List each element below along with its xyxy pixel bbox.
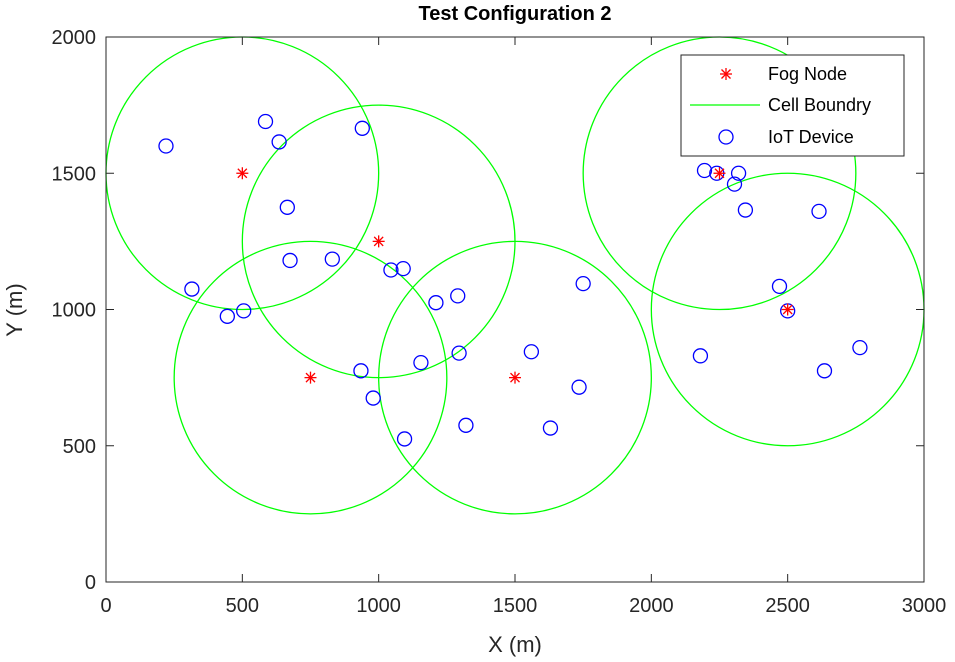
fog-node-point-2 xyxy=(372,235,385,248)
iot-devices xyxy=(158,113,868,447)
y-tick-label: 0 xyxy=(85,572,96,594)
y-tick-label: 1500 xyxy=(52,163,97,185)
iot-device-point-12 xyxy=(395,260,411,277)
y-axis-label: Y (m) xyxy=(2,283,27,336)
fog-node-point-3 xyxy=(304,371,317,384)
iot-device-point-10 xyxy=(236,303,252,319)
iot-device-point-11 xyxy=(383,262,399,278)
x-tick-label: 1000 xyxy=(356,595,401,617)
x-axis-ticks: 0 500 1000 1500 2000 2500 3000 xyxy=(100,37,946,617)
legend: Fog Node Cell Boundry IoT Device xyxy=(680,54,905,157)
iot-device-point-31 xyxy=(771,278,788,294)
iot-device-point-16 xyxy=(413,354,429,371)
y-tick-label: 1000 xyxy=(52,300,97,322)
iot-device-point-29 xyxy=(737,202,754,218)
iot-device-point-15 xyxy=(451,345,467,361)
x-tick-label: 1500 xyxy=(493,595,538,617)
iot-device-point-14 xyxy=(450,288,466,304)
iot-device-point-30 xyxy=(811,203,827,220)
iot-device-point-3 xyxy=(271,134,287,150)
legend-label-iot-device: IoT Device xyxy=(768,127,854,147)
iot-device-point-34 xyxy=(816,363,833,379)
chart-title: Test Configuration 2 xyxy=(419,3,612,25)
fog-node-point-5 xyxy=(713,167,726,180)
x-tick-label: 0 xyxy=(100,595,111,617)
iot-device-point-4 xyxy=(354,120,370,136)
x-tick-label: 3000 xyxy=(902,595,947,617)
x-tick-label: 2500 xyxy=(765,595,810,617)
fog-node-point-4 xyxy=(509,371,521,384)
y-tick-label: 2000 xyxy=(52,27,97,49)
iot-device-point-5 xyxy=(279,199,295,215)
legend-label-fog-node: Fog Node xyxy=(768,64,847,84)
iot-device-point-1 xyxy=(158,138,174,154)
iot-device-point-33 xyxy=(692,348,709,364)
fog-node-point-6 xyxy=(781,303,794,316)
legend-iot-device-marker xyxy=(718,129,734,145)
iot-device-point-23 xyxy=(571,379,587,395)
x-axis-label: X (m) xyxy=(488,632,542,657)
iot-device-point-2 xyxy=(257,113,274,130)
iot-device-point-24 xyxy=(542,420,559,436)
iot-device-point-20 xyxy=(458,417,474,433)
iot-device-point-9 xyxy=(219,308,235,324)
iot-device-point-22 xyxy=(575,275,591,292)
iot-device-point-28 xyxy=(726,176,743,192)
x-tick-label: 2000 xyxy=(629,595,674,617)
cell-boundary-4 xyxy=(378,240,652,515)
y-tick-label: 500 xyxy=(63,436,96,458)
iot-device-point-27 xyxy=(730,165,747,181)
iot-device-point-7 xyxy=(324,251,340,267)
cell-boundary-3 xyxy=(173,240,448,515)
y-axis-ticks: 0 500 1000 1500 2000 xyxy=(52,27,924,594)
legend-fog-node-marker xyxy=(720,68,732,80)
iot-device-point-21 xyxy=(523,344,540,360)
iot-device-point-35 xyxy=(852,339,868,356)
fog-nodes xyxy=(236,167,794,384)
legend-label-cell-boundary: Cell Boundry xyxy=(768,95,871,115)
x-tick-label: 500 xyxy=(226,595,259,617)
iot-device-point-25 xyxy=(696,162,713,179)
fog-node-point-1 xyxy=(236,167,249,180)
iot-device-point-6 xyxy=(282,252,298,269)
iot-device-point-8 xyxy=(184,281,200,297)
iot-device-point-18 xyxy=(365,390,381,406)
iot-device-point-17 xyxy=(353,363,369,379)
iot-device-point-19 xyxy=(396,431,413,447)
iot-device-point-13 xyxy=(428,295,444,311)
